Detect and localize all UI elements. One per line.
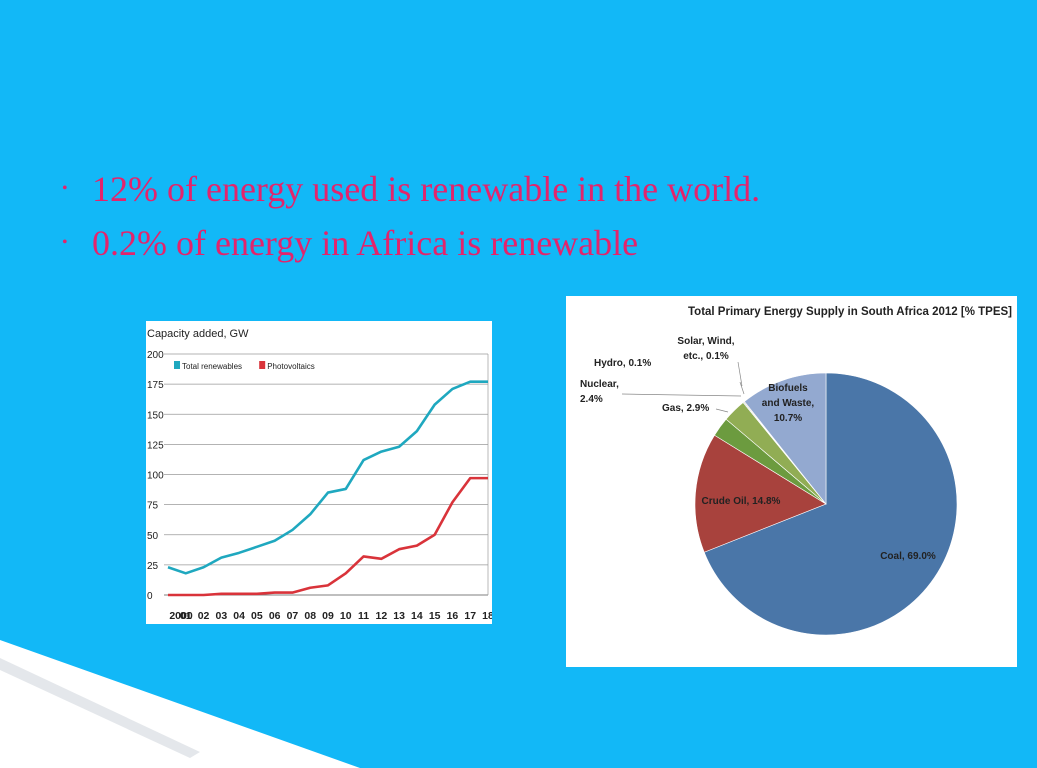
legend-label: Total renewables	[182, 362, 242, 371]
x-tick-label: 08	[304, 610, 316, 622]
bullet-dot-icon: •	[62, 234, 68, 251]
x-tick-label: 2000	[169, 610, 193, 622]
pie-chart-title: Total Primary Energy Supply in South Afr…	[688, 306, 1012, 318]
y-tick-label: 50	[147, 531, 159, 542]
pie-slice	[703, 372, 958, 636]
x-tick-label: 03	[215, 610, 227, 622]
pie-label: Biofuels	[768, 383, 808, 394]
y-tick-label: 25	[147, 561, 159, 572]
pie-label: Gas, 2.9%	[662, 403, 709, 414]
bullet-item: • 12% of energy used is renewable in the…	[62, 162, 760, 216]
capacity-line-chart: Capacity added, GW 0 25 50 75 100 125 150 175 20…	[146, 321, 494, 624]
x-tick-label: 16	[447, 610, 459, 622]
energy-supply-pie-chart-svg: Total Primary Energy Supply in South Afr…	[580, 306, 1012, 636]
bullet-list: • 12% of energy used is renewable in the…	[62, 162, 760, 270]
y-tick-label: 100	[147, 471, 164, 482]
decorative-band	[0, 658, 200, 758]
x-tick-label: 14	[411, 610, 423, 622]
leader-line	[621, 393, 742, 397]
x-tick-label: 09	[322, 610, 334, 622]
line-chart-title: Capacity added, GW	[147, 328, 249, 340]
bullet-item: • 0.2% of energy in Africa is renewable	[62, 216, 760, 270]
leader-line	[739, 381, 745, 395]
y-tick-label: 75	[147, 501, 159, 512]
pie-slice	[743, 372, 827, 505]
leader-line	[715, 408, 729, 413]
bullet-text: 0.2% of energy in Africa is renewable	[92, 223, 639, 263]
x-tick-label: 18	[482, 610, 492, 622]
pie-label: Nuclear,	[580, 379, 619, 390]
x-tick-label: 10	[340, 610, 352, 622]
series-line	[168, 476, 488, 597]
x-tick-label: 04	[233, 610, 245, 622]
y-tick-label: 125	[147, 440, 164, 451]
x-tick-label: 05	[251, 610, 263, 622]
x-tick-label: 01	[180, 610, 192, 622]
y-tick-label: 175	[147, 380, 164, 391]
legend-swatch	[259, 361, 266, 369]
y-tick-label: 200	[147, 350, 164, 361]
bullet-text: 12% of energy used is renewable in the w…	[92, 169, 761, 209]
pie-label: Hydro, 0.1%	[594, 358, 651, 369]
pie-label: 10.7%	[774, 413, 802, 424]
pie-label: Solar, Wind,	[677, 336, 734, 347]
capacity-line-chart-svg: Capacity added, GW 0 25 50 75 100 125 150 175 20…	[147, 328, 494, 622]
x-tick-label: 12	[375, 610, 387, 622]
x-tick-label: 07	[287, 610, 299, 622]
legend-swatch	[174, 361, 180, 369]
x-tick-label: 13	[393, 610, 405, 622]
pie-label: etc., 0.1%	[683, 351, 729, 362]
pie-label: and Waste,	[762, 398, 815, 409]
x-tick-label: 02	[198, 610, 210, 622]
pie-slice	[694, 434, 827, 553]
series-line	[167, 380, 488, 575]
pie-label: Crude Oil, 14.8%	[702, 496, 781, 507]
decorative-stripe	[0, 640, 360, 768]
x-tick-label: 11	[358, 610, 369, 622]
x-tick-label: 06	[269, 610, 281, 622]
x-tick-label: 15	[429, 610, 441, 622]
pie-label: Coal, 69.0%	[880, 551, 936, 562]
decorative-wedge	[0, 640, 360, 768]
leader-line	[737, 361, 743, 387]
bullet-dot-icon: •	[62, 180, 68, 197]
y-tick-label: 150	[147, 410, 164, 421]
pie-label: 2.4%	[580, 394, 603, 405]
y-tick-label: 0	[147, 591, 153, 602]
legend-label: Photovoltaics	[267, 362, 315, 371]
energy-supply-pie-chart: Total Primary Energy Supply in South Afr…	[566, 296, 1017, 667]
x-tick-label: 17	[464, 610, 476, 622]
